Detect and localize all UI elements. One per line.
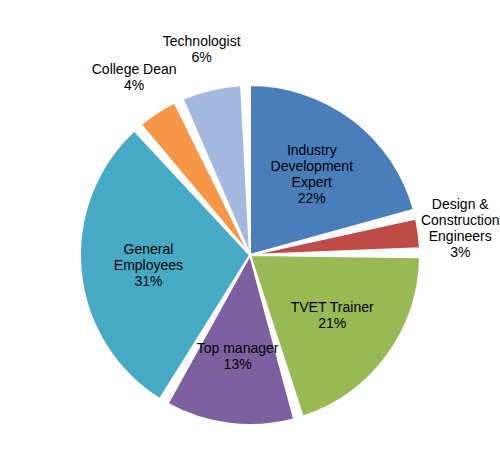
svg-text:College Dean4%: College Dean4% <box>92 61 177 93</box>
svg-text:TVET Trainer21%: TVET Trainer21% <box>291 299 374 331</box>
svg-text:GeneralEmployees31%: GeneralEmployees31% <box>114 241 183 289</box>
svg-text:Technologist6%: Technologist6% <box>163 33 241 65</box>
svg-text:IndustryDevelopmentExpert22%: IndustryDevelopmentExpert22% <box>271 142 354 206</box>
svg-text:Top manager13%: Top manager13% <box>197 340 279 372</box>
svg-text:Design &ConstructionEngineers3: Design &ConstructionEngineers3% <box>421 196 492 260</box>
